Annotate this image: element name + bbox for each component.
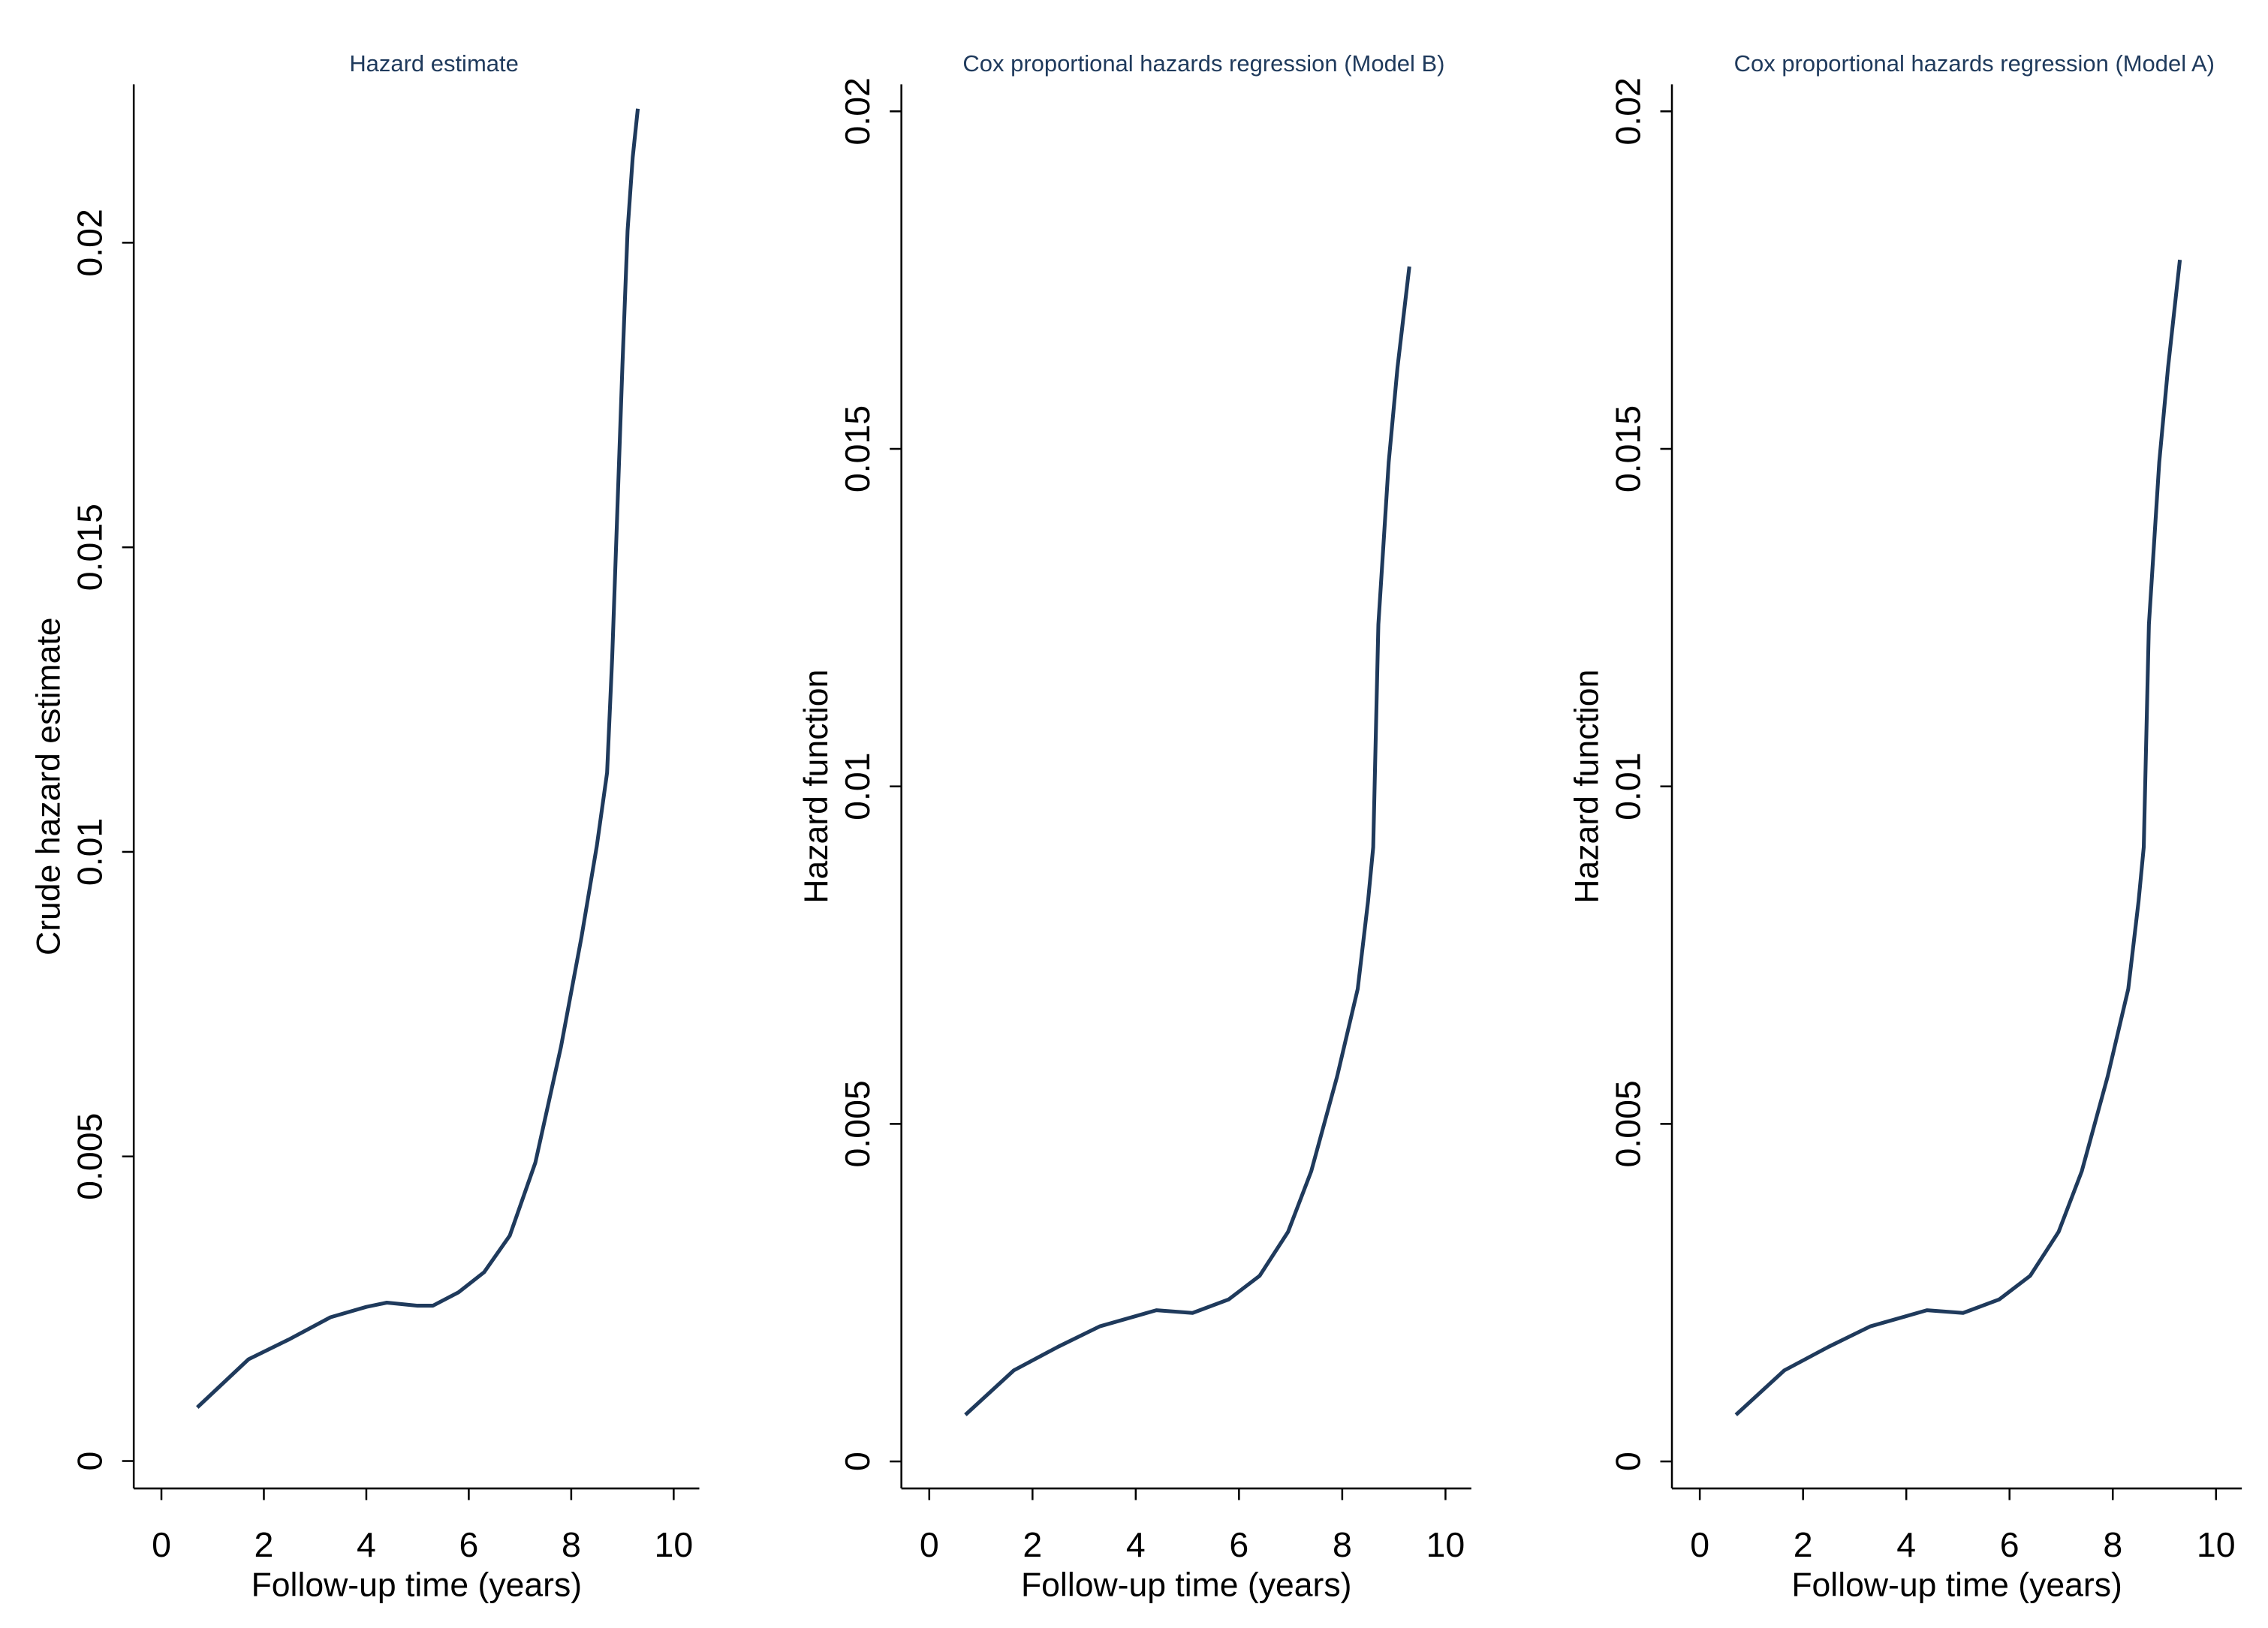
y-axis-label: Hazard function: [798, 670, 835, 904]
x-tick-label: 0: [1690, 1525, 1709, 1564]
y-tick-label: 0.005: [1608, 1080, 1647, 1167]
x-tick-label: 10: [2197, 1525, 2236, 1564]
x-tick-label: 0: [920, 1525, 939, 1564]
y-tick-label: 0.01: [71, 818, 110, 886]
y-tick-label: 0.02: [1608, 77, 1647, 145]
hazard-line: [1734, 259, 2182, 1416]
y-tick-label: 0.01: [838, 752, 877, 820]
chart-title: Cox proportional hazards regression (Mod…: [962, 50, 1444, 77]
y-axis-label: Hazard function: [1568, 670, 1605, 904]
y-tick-label: 0: [71, 1452, 110, 1471]
y-tick-label: 0.015: [1608, 405, 1647, 492]
x-axis-label: Follow-up time (years): [1021, 1566, 1351, 1603]
x-axis-label: Follow-up time (years): [251, 1566, 582, 1603]
x-tick-label: 8: [1333, 1525, 1352, 1564]
y-tick-label: 0.01: [1608, 752, 1647, 820]
y-tick-label: 0.02: [838, 77, 877, 145]
chart-title: Cox proportional hazards regression (Mod…: [1734, 50, 2215, 77]
y-tick-label: 0.015: [838, 405, 877, 492]
y-tick-label: 0.015: [71, 504, 110, 591]
x-tick-label: 8: [562, 1525, 581, 1564]
x-tick-label: 10: [1426, 1525, 1465, 1564]
x-tick-label: 4: [1896, 1525, 1916, 1564]
x-tick-label: 6: [459, 1525, 478, 1564]
y-axis-label: Crude hazard estimate: [30, 617, 67, 955]
x-tick-label: 8: [2103, 1525, 2122, 1564]
x-tick-label: 6: [2000, 1525, 2020, 1564]
y-tick-label: 0.005: [838, 1080, 877, 1167]
hazard-line: [964, 266, 1411, 1416]
y-tick-label: 0: [838, 1452, 877, 1471]
x-tick-label: 6: [1229, 1525, 1248, 1564]
hazard-line: [196, 108, 640, 1409]
y-tick-label: 0.005: [71, 1113, 110, 1200]
x-tick-label: 0: [152, 1525, 171, 1564]
x-axis-label: Follow-up time (years): [1791, 1566, 2122, 1603]
y-tick-label: 0: [1608, 1452, 1647, 1471]
x-tick-label: 2: [1023, 1525, 1042, 1564]
x-tick-label: 4: [357, 1525, 376, 1564]
x-tick-label: 4: [1126, 1525, 1146, 1564]
x-tick-label: 10: [655, 1525, 694, 1564]
chart-title: Hazard estimate: [349, 50, 518, 77]
x-tick-label: 2: [1794, 1525, 1813, 1564]
x-tick-label: 2: [255, 1525, 274, 1564]
y-tick-label: 0.02: [71, 209, 110, 276]
